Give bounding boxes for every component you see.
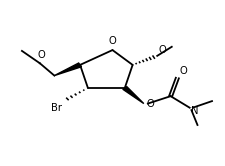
Text: Br: Br: [51, 103, 61, 113]
Polygon shape: [54, 63, 81, 76]
Text: O: O: [179, 66, 187, 76]
Text: O: O: [158, 45, 166, 55]
Text: O: O: [109, 37, 116, 46]
Polygon shape: [123, 87, 144, 104]
Text: O: O: [37, 50, 45, 60]
Text: O: O: [146, 99, 154, 109]
Text: N: N: [191, 106, 198, 116]
